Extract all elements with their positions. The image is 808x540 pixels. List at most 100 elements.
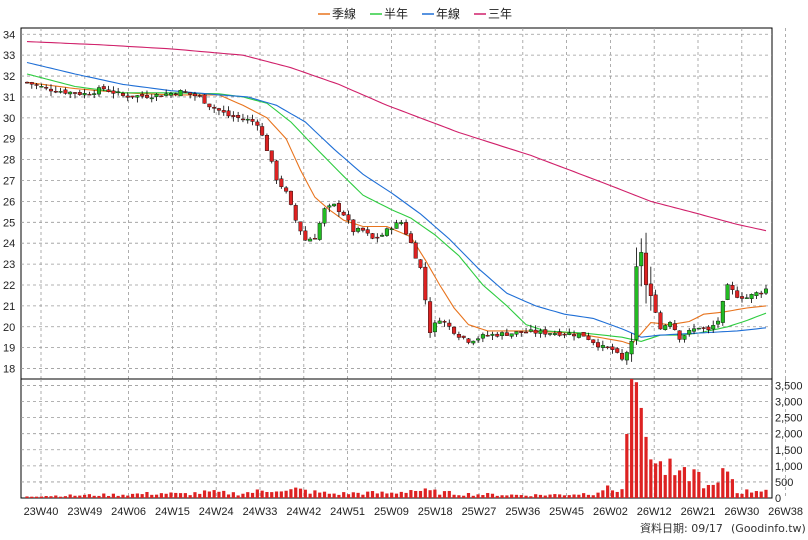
volume-bar bbox=[697, 471, 701, 498]
volume-tick-label: 3,500 bbox=[775, 380, 803, 392]
candle-body bbox=[284, 187, 289, 192]
volume-bar bbox=[682, 467, 687, 498]
candle-body bbox=[255, 121, 260, 126]
volume-tick-label: 0 bbox=[775, 493, 781, 505]
volume-bar bbox=[313, 490, 317, 498]
volume-bar bbox=[490, 493, 495, 498]
candle-body bbox=[711, 325, 716, 330]
candle-body bbox=[394, 222, 399, 229]
price-tick-label: 27 bbox=[3, 176, 15, 188]
volume-tick-label: 2,000 bbox=[775, 429, 803, 441]
volume-bar bbox=[447, 490, 451, 498]
ma-line-season bbox=[26, 81, 767, 346]
candle-body bbox=[29, 82, 34, 85]
candle-body bbox=[375, 236, 380, 239]
volume-bar bbox=[337, 494, 341, 498]
candle-body bbox=[159, 95, 164, 97]
volume-bar bbox=[649, 459, 653, 498]
x-tick-label: 24W15 bbox=[155, 506, 190, 518]
volume-bar bbox=[385, 493, 389, 498]
volume-bar bbox=[548, 494, 552, 498]
volume-bar bbox=[716, 482, 720, 498]
candle-body bbox=[591, 339, 596, 343]
volume-bar bbox=[687, 481, 691, 498]
volume-bar bbox=[183, 493, 187, 498]
volume-bar bbox=[30, 496, 34, 498]
candle-body bbox=[44, 87, 49, 89]
volume-bar bbox=[322, 491, 327, 498]
x-tick-label: 24W51 bbox=[330, 506, 365, 518]
volume-bar bbox=[702, 488, 706, 498]
volume-bar bbox=[562, 495, 567, 498]
volume-bar bbox=[668, 458, 672, 498]
volume-bar bbox=[663, 474, 667, 498]
candle-body bbox=[192, 93, 197, 97]
candle-body bbox=[552, 333, 557, 335]
candle-body bbox=[576, 333, 581, 338]
volume-bar bbox=[188, 495, 192, 498]
volume-bar bbox=[294, 487, 298, 498]
volume-bar bbox=[471, 495, 475, 498]
x-tick-label: 25W45 bbox=[549, 506, 584, 518]
candle-body bbox=[380, 234, 385, 237]
volume-bar bbox=[49, 496, 53, 498]
candle-body bbox=[384, 228, 389, 236]
candle-body bbox=[610, 346, 615, 350]
volume-bar bbox=[207, 491, 211, 498]
volume-bar bbox=[274, 491, 279, 498]
volume-bar bbox=[318, 492, 322, 498]
candle-body bbox=[572, 334, 577, 337]
candle-body bbox=[720, 301, 725, 323]
candle-body bbox=[250, 119, 255, 122]
candle-body bbox=[92, 93, 97, 95]
volume-bar bbox=[25, 496, 29, 498]
candle-body bbox=[216, 108, 221, 111]
candle-body bbox=[183, 91, 188, 93]
candle-body bbox=[236, 115, 241, 118]
price-tick-label: 34 bbox=[3, 29, 15, 41]
candle-body bbox=[480, 334, 485, 339]
volume-bar bbox=[625, 433, 629, 498]
candle-body bbox=[188, 92, 193, 95]
volume-bar bbox=[711, 484, 715, 498]
candle-body bbox=[692, 328, 697, 332]
price-tick-label: 20 bbox=[3, 322, 15, 334]
candle-body bbox=[240, 118, 245, 121]
candle-body bbox=[53, 91, 58, 93]
volume-bar bbox=[250, 492, 255, 498]
volume-tick-label: 3,000 bbox=[775, 397, 803, 409]
volume-bar bbox=[236, 495, 240, 498]
volume-bar bbox=[380, 491, 384, 498]
candle-body bbox=[471, 340, 476, 344]
x-axis-ticks: 23W40 23W49 24W06 24W15 24W24 24W33 24W42 24W51… bbox=[24, 506, 803, 518]
volume-bar bbox=[428, 490, 432, 498]
legend-entry: 三年 bbox=[488, 7, 512, 21]
candle-body bbox=[245, 118, 250, 121]
volume-bar bbox=[226, 494, 231, 498]
volume-bar bbox=[538, 494, 543, 498]
volume-bar bbox=[265, 491, 269, 498]
candle-body bbox=[327, 205, 332, 208]
volume-bar bbox=[130, 493, 135, 498]
candle-body bbox=[39, 85, 44, 88]
candle-body bbox=[557, 331, 562, 336]
candle-body bbox=[677, 330, 682, 340]
candle-body bbox=[264, 135, 269, 151]
volume-bar bbox=[514, 494, 519, 498]
candle-body bbox=[399, 222, 404, 225]
candle-body bbox=[466, 338, 471, 343]
x-tick-label: 26W30 bbox=[724, 506, 759, 518]
volume-bar bbox=[342, 492, 346, 498]
volume-bar bbox=[241, 493, 245, 498]
volume-bar bbox=[505, 495, 509, 498]
volume-bar bbox=[270, 492, 274, 498]
price-tick-label: 33 bbox=[3, 50, 15, 62]
candle-body bbox=[754, 292, 759, 296]
volume-bar bbox=[409, 490, 413, 498]
volume-bar bbox=[601, 490, 605, 498]
candle-body bbox=[605, 346, 610, 349]
volume-bar bbox=[764, 489, 768, 498]
volume-bar bbox=[433, 489, 437, 498]
candle-body bbox=[317, 222, 322, 240]
